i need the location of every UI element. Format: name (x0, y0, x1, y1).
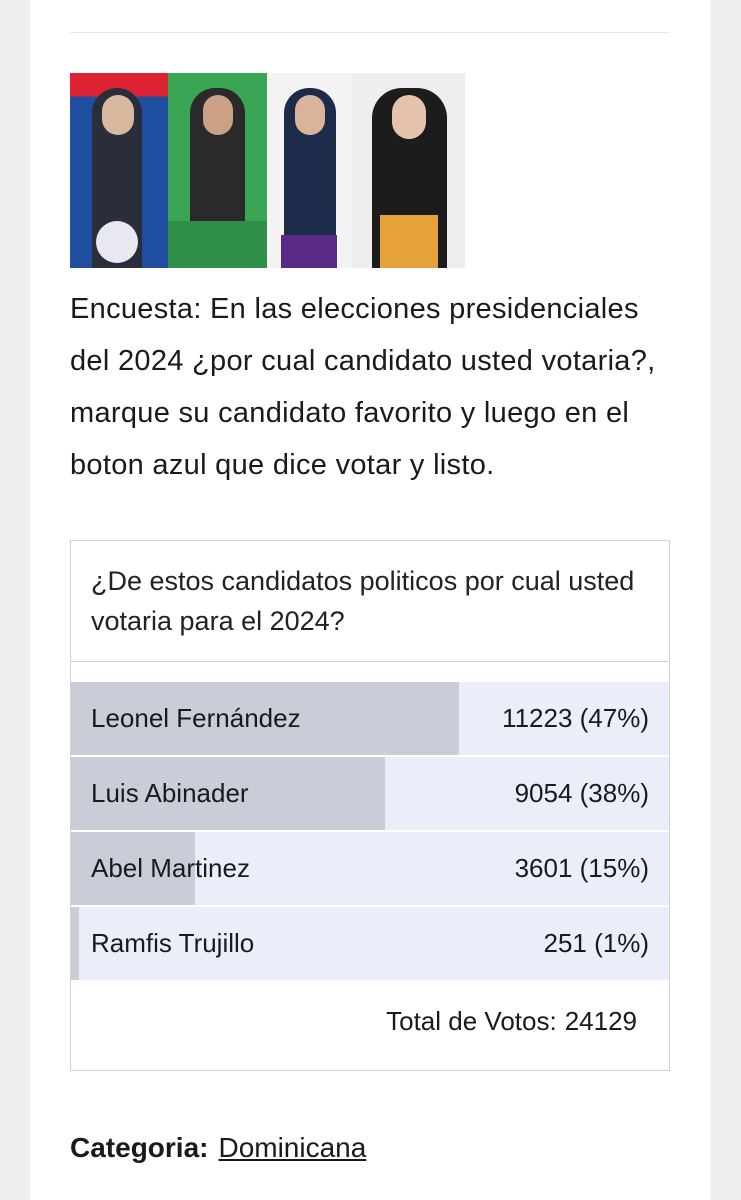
option-name: Ramfis Trujillo (91, 928, 255, 958)
result-bar (71, 832, 195, 905)
poll-option: Abel Martinez 3601 (15%) (71, 832, 669, 905)
poll-option: Leonel Fernández 11223 (47%) (71, 682, 669, 755)
total-votes: 24129 (564, 1006, 637, 1036)
divider (71, 661, 669, 662)
option-result: 251 (1%) (543, 928, 650, 958)
category-caption: Categoria: (70, 1132, 209, 1163)
category: Categoria: Dominicana (70, 1132, 366, 1164)
option-name: Luis Abinader (91, 778, 249, 808)
separator (70, 32, 670, 33)
result-bar (71, 907, 80, 980)
content: Encuesta: En las elecciones presidencial… (30, 0, 710, 1200)
poll-question: ¿De estos candidatos politicos por cual … (91, 566, 635, 636)
option-result: 11223 (47%) (502, 703, 649, 733)
candidates-photo (70, 73, 465, 268)
category-link[interactable]: Dominicana (218, 1132, 367, 1163)
result-bar (71, 757, 385, 830)
headline: Encuesta: En las elecciones presidencial… (70, 293, 656, 481)
option-name: Leonel Fernández (91, 703, 301, 733)
poll-option: Ramfis Trujillo 251 (1%) (71, 907, 669, 980)
option-name: Abel Martinez (91, 853, 250, 883)
result-bar (71, 682, 459, 755)
total-caption: Total de Votos: (386, 1006, 557, 1036)
option-result: 9054 (38%) (514, 778, 649, 808)
poll-option: Luis Abinader 9054 (38%) (71, 757, 669, 830)
poll: ¿De estos candidatos politicos por cual … (70, 540, 670, 1071)
option-result: 3601 (15%) (514, 853, 649, 883)
poll-total: Total de Votos: 24129 (386, 1006, 637, 1037)
